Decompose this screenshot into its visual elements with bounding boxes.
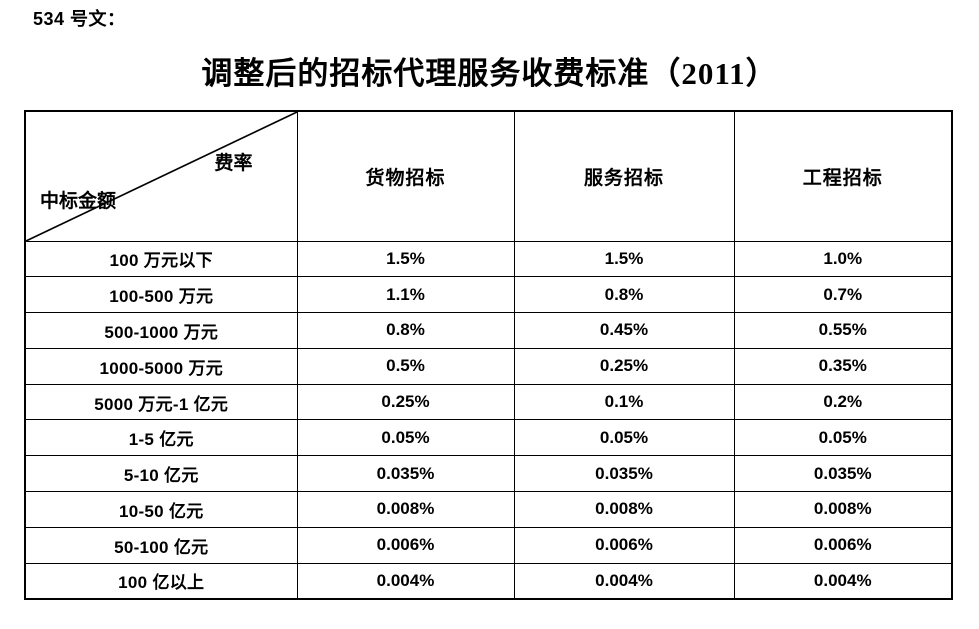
amount-cell: 500-1000 万元 <box>24 312 298 349</box>
rate-cell: 0.55% <box>733 312 953 349</box>
rate-cell: 0.004% <box>733 562 953 600</box>
rate-cell: 0.25% <box>296 383 515 421</box>
rate-cell: 0.2% <box>733 383 953 421</box>
doc-number-label: 534 号文： <box>33 9 126 29</box>
amount-cell: 1-5 亿元 <box>24 419 298 457</box>
rate-cell: 0.006% <box>733 526 953 564</box>
table-row: 5000 万元-1 亿元 0.25% 0.1% 0.2% <box>24 383 953 421</box>
rate-cell: 0.05% <box>733 419 953 457</box>
rate-cell: 0.008% <box>733 491 953 528</box>
rate-cell: 0.05% <box>513 419 735 457</box>
rate-cell: 0.8% <box>296 312 515 349</box>
amount-cell: 10-50 亿元 <box>24 491 298 528</box>
table-row: 5-10 亿元 0.035% 0.035% 0.035% <box>24 455 953 493</box>
amount-cell: 1000-5000 万元 <box>24 347 298 385</box>
rate-cell: 0.35% <box>733 347 953 385</box>
column-header-goods: 货物招标 <box>296 110 515 242</box>
amount-cell: 100 万元以下 <box>24 240 298 278</box>
table-row: 100 万元以下 1.5% 1.5% 1.0% <box>24 240 953 278</box>
rate-cell: 0.7% <box>733 276 953 314</box>
rate-cell: 0.006% <box>513 526 735 564</box>
column-header-works: 工程招标 <box>733 110 953 242</box>
amount-cell: 100-500 万元 <box>24 276 298 314</box>
rate-cell: 0.004% <box>296 562 515 600</box>
table-row: 1-5 亿元 0.05% 0.05% 0.05% <box>24 419 953 457</box>
table-row: 500-1000 万元 0.8% 0.45% 0.55% <box>24 312 953 349</box>
table-row: 100 亿以上 0.004% 0.004% 0.004% <box>24 562 953 600</box>
amount-cell: 5000 万元-1 亿元 <box>24 383 298 421</box>
rate-cell: 0.8% <box>513 276 735 314</box>
table-row: 100-500 万元 1.1% 0.8% 0.7% <box>24 276 953 314</box>
rate-cell: 1.1% <box>296 276 515 314</box>
rate-cell: 0.035% <box>296 455 515 493</box>
diagonal-corner-cell: 费率 中标金额 <box>24 110 298 242</box>
rate-cell: 0.1% <box>513 383 735 421</box>
rate-cell: 0.45% <box>513 312 735 349</box>
rate-cell: 0.008% <box>296 491 515 528</box>
rate-cell: 0.5% <box>296 347 515 385</box>
table-row: 50-100 亿元 0.006% 0.006% 0.006% <box>24 526 953 564</box>
fee-standard-table: 费率 中标金额 货物招标 服务招标 工程招标 100 万元以下 1.5% 1.5… <box>24 110 953 600</box>
rate-cell: 0.008% <box>513 491 735 528</box>
rate-cell: 0.05% <box>296 419 515 457</box>
amount-cell: 50-100 亿元 <box>24 526 298 564</box>
table-row: 1000-5000 万元 0.5% 0.25% 0.35% <box>24 347 953 385</box>
corner-label-amount: 中标金额 <box>40 191 117 212</box>
rate-cell: 1.5% <box>296 240 515 278</box>
amount-cell: 100 亿以上 <box>24 562 298 600</box>
table-header-row: 费率 中标金额 货物招标 服务招标 工程招标 <box>24 110 953 242</box>
column-header-services: 服务招标 <box>513 110 735 242</box>
rate-cell: 0.035% <box>733 455 953 493</box>
rate-cell: 0.25% <box>513 347 735 385</box>
rate-cell: 0.035% <box>513 455 735 493</box>
rate-cell: 1.5% <box>513 240 735 278</box>
rate-cell: 0.004% <box>513 562 735 600</box>
rate-cell: 0.006% <box>296 526 515 564</box>
table-row: 10-50 亿元 0.008% 0.008% 0.008% <box>24 491 953 528</box>
amount-cell: 5-10 亿元 <box>24 455 298 493</box>
page-title: 调整后的招标代理服务收费标准（2011） <box>201 56 778 91</box>
corner-label-rate: 费率 <box>214 153 253 174</box>
rate-cell: 1.0% <box>733 240 953 278</box>
